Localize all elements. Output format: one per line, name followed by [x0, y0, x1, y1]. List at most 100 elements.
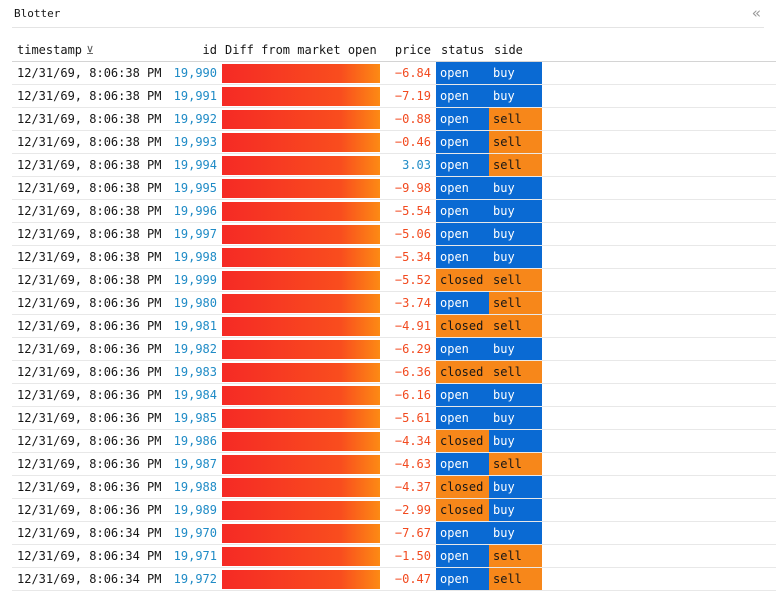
table-row[interactable]: 12/31/69, 8:06:36 PM 19,983 −6.36 closed sel… — [12, 360, 776, 384]
table-row[interactable]: 12/31/69, 8:06:38 PM 19,995 −9.98 open buy — [12, 176, 776, 200]
sort-descending-icon[interactable]: ⊻ — [86, 43, 95, 57]
diff-bar — [222, 64, 380, 83]
cell-diff — [222, 268, 381, 292]
diff-bar — [222, 179, 380, 198]
cell-diff — [222, 360, 381, 384]
table-row[interactable]: 12/31/69, 8:06:38 PM 19,992 −0.88 open sell — [12, 107, 776, 131]
cell-side: buy — [489, 383, 542, 407]
cell-diff — [222, 567, 381, 591]
cell-id: 19,989 — [165, 498, 222, 522]
cell-side: buy — [489, 521, 542, 545]
cell-diff — [222, 337, 381, 361]
diff-bar — [222, 202, 380, 221]
table-row[interactable]: 12/31/69, 8:06:36 PM 19,981 −4.91 closed sel… — [12, 314, 776, 338]
cell-side: sell — [489, 567, 542, 591]
header-row: timestamp ⊻ id Diff from market open pric… — [12, 38, 776, 62]
table-row[interactable]: 12/31/69, 8:06:36 PM 19,985 −5.61 open buy — [12, 406, 776, 430]
cell-price: −7.19 — [381, 84, 436, 108]
table-row[interactable]: 12/31/69, 8:06:38 PM 19,999 −5.52 closed sel… — [12, 268, 776, 292]
table-row[interactable]: 12/31/69, 8:06:38 PM 19,993 −0.46 open sell — [12, 130, 776, 154]
panel-title: Blotter — [14, 7, 61, 20]
cell-filler — [542, 222, 776, 246]
cell-price: −0.47 — [381, 567, 436, 591]
column-header-status[interactable]: status — [436, 38, 489, 62]
cell-status: open — [436, 406, 489, 430]
cell-filler — [542, 429, 776, 453]
table-row[interactable]: 12/31/69, 8:06:38 PM 19,994 3.03 open sell — [12, 153, 776, 177]
table-row[interactable]: 12/31/69, 8:06:36 PM 19,989 −2.99 closed buy — [12, 498, 776, 522]
cell-timestamp: 12/31/69, 8:06:38 PM — [12, 130, 165, 154]
cell-status: closed — [436, 498, 489, 522]
table-row[interactable]: 12/31/69, 8:06:36 PM 19,984 −6.16 open buy — [12, 383, 776, 407]
table-row[interactable]: 12/31/69, 8:06:38 PM 19,997 −5.06 open buy — [12, 222, 776, 246]
cell-id: 19,984 — [165, 383, 222, 407]
diff-bar — [222, 409, 380, 428]
table-row[interactable]: 12/31/69, 8:06:36 PM 19,987 −4.63 open sell — [12, 452, 776, 476]
cell-price: −6.36 — [381, 360, 436, 384]
cell-id: 19,990 — [165, 61, 222, 85]
cell-filler — [542, 84, 776, 108]
table-row[interactable]: 12/31/69, 8:06:36 PM 19,980 −3.74 open sell — [12, 291, 776, 315]
cell-diff — [222, 429, 381, 453]
cell-side: sell — [489, 107, 542, 131]
cell-timestamp: 12/31/69, 8:06:38 PM — [12, 268, 165, 292]
cell-diff — [222, 406, 381, 430]
table-row[interactable]: 12/31/69, 8:06:34 PM 19,970 −7.67 open buy — [12, 521, 776, 545]
table-row[interactable]: 12/31/69, 8:06:34 PM 19,972 −0.47 open sell — [12, 567, 776, 591]
cell-status: closed — [436, 360, 489, 384]
cell-timestamp: 12/31/69, 8:06:36 PM — [12, 475, 165, 499]
cell-timestamp: 12/31/69, 8:06:36 PM — [12, 452, 165, 476]
cell-status: open — [436, 199, 489, 223]
cell-price: −2.99 — [381, 498, 436, 522]
table-row[interactable]: 12/31/69, 8:06:36 PM 19,982 −6.29 open buy — [12, 337, 776, 361]
table-row[interactable]: 12/31/69, 8:06:34 PM 19,971 −1.50 open sell — [12, 544, 776, 568]
column-header-diff[interactable]: Diff from market open — [222, 38, 381, 62]
cell-id: 19,994 — [165, 153, 222, 177]
table-row[interactable]: 12/31/69, 8:06:38 PM 19,996 −5.54 open buy — [12, 199, 776, 223]
cell-id: 19,980 — [165, 291, 222, 315]
table-row[interactable]: 12/31/69, 8:06:36 PM 19,986 −4.34 closed buy — [12, 429, 776, 453]
diff-bar — [222, 156, 380, 175]
diff-bar — [222, 248, 380, 267]
blotter-grid[interactable]: timestamp ⊻ id Diff from market open pric… — [12, 38, 776, 600]
cell-timestamp: 12/31/69, 8:06:38 PM — [12, 84, 165, 108]
cell-timestamp: 12/31/69, 8:06:36 PM — [12, 406, 165, 430]
cell-diff — [222, 153, 381, 177]
cell-filler — [542, 176, 776, 200]
cell-id: 19,999 — [165, 268, 222, 292]
cell-diff — [222, 176, 381, 200]
cell-price: −6.16 — [381, 383, 436, 407]
cell-diff — [222, 314, 381, 338]
cell-filler — [542, 452, 776, 476]
column-header-timestamp[interactable]: timestamp ⊻ — [12, 38, 165, 62]
table-row[interactable]: 12/31/69, 8:06:38 PM 19,998 −5.34 open buy — [12, 245, 776, 269]
diff-bar — [222, 271, 380, 290]
cell-price: −0.88 — [381, 107, 436, 131]
table-row[interactable]: 12/31/69, 8:06:36 PM 19,988 −4.37 closed buy — [12, 475, 776, 499]
cell-price: −4.34 — [381, 429, 436, 453]
cell-filler — [542, 521, 776, 545]
column-header-id[interactable]: id — [165, 38, 222, 62]
cell-timestamp: 12/31/69, 8:06:38 PM — [12, 176, 165, 200]
cell-timestamp: 12/31/69, 8:06:38 PM — [12, 222, 165, 246]
column-header-side[interactable]: side — [489, 38, 542, 62]
cell-status: open — [436, 153, 489, 177]
cell-filler — [542, 291, 776, 315]
cell-timestamp: 12/31/69, 8:06:36 PM — [12, 360, 165, 384]
cell-side: sell — [489, 291, 542, 315]
header-divider — [12, 27, 764, 28]
cell-timestamp: 12/31/69, 8:06:34 PM — [12, 544, 165, 568]
cell-side: sell — [489, 130, 542, 154]
diff-bar — [222, 87, 380, 106]
cell-filler — [542, 314, 776, 338]
table-row[interactable]: 12/31/69, 8:06:38 PM 19,991 −7.19 open buy — [12, 84, 776, 108]
timestamp-header-label: timestamp — [17, 42, 83, 57]
cell-status: open — [436, 383, 489, 407]
table-row[interactable]: 12/31/69, 8:06:38 PM 19,990 −6.84 open buy — [12, 61, 776, 85]
diff-bar — [222, 133, 380, 152]
cell-filler — [542, 245, 776, 269]
column-header-price[interactable]: price — [381, 38, 436, 62]
cell-side: buy — [489, 245, 542, 269]
double-chevron-left-icon[interactable]: « — [752, 4, 762, 22]
cell-id: 19,996 — [165, 199, 222, 223]
